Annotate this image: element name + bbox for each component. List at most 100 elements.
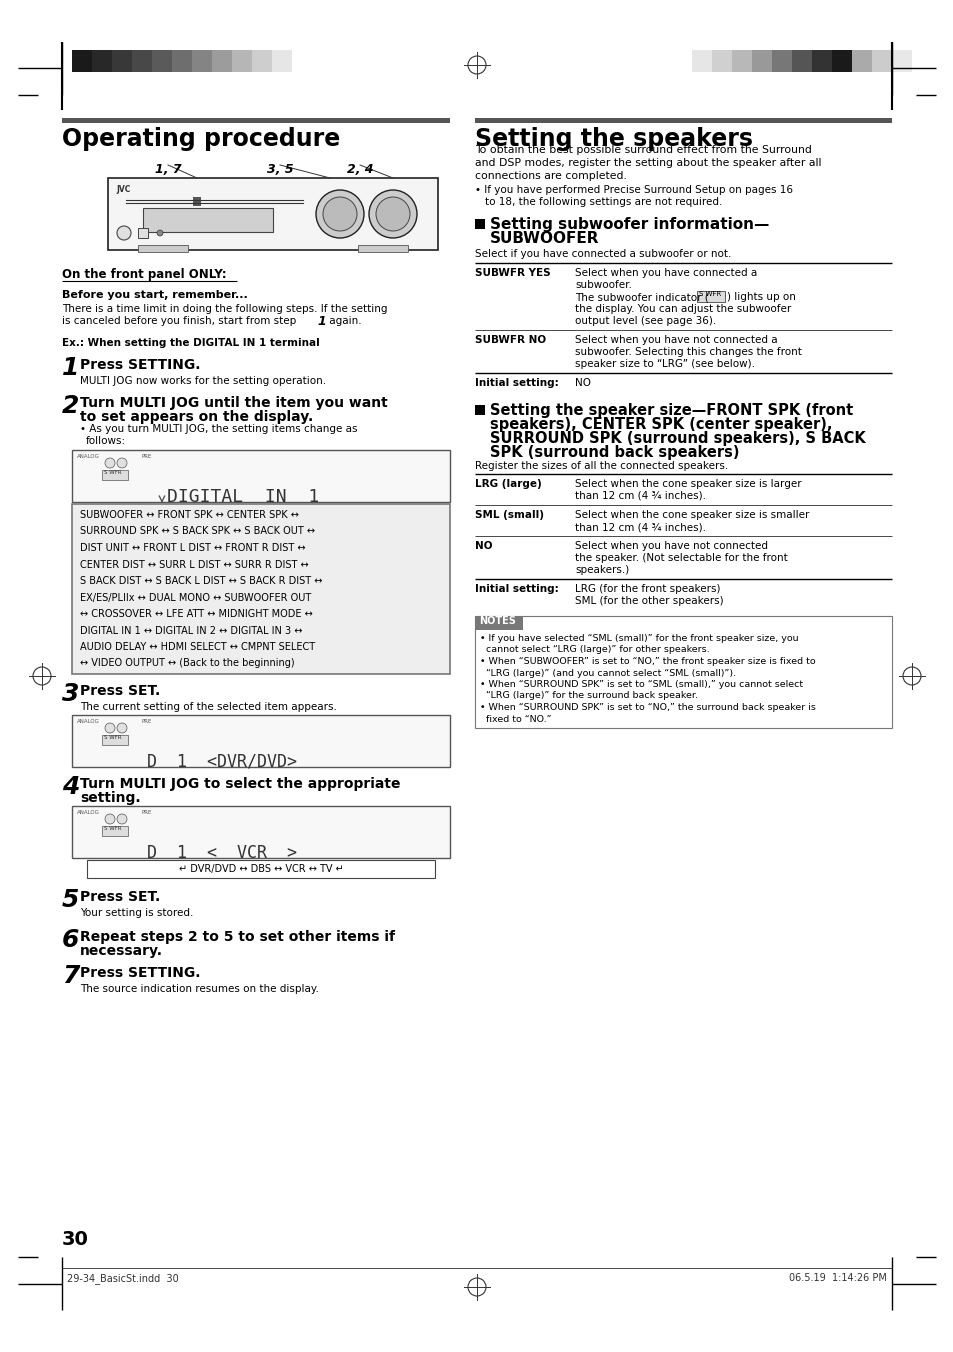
- Text: cannot select “LRG (large)” for other speakers.: cannot select “LRG (large)” for other sp…: [479, 645, 709, 654]
- Text: to 18, the following settings are not required.: to 18, the following settings are not re…: [484, 197, 721, 207]
- Bar: [475, 406, 484, 415]
- Text: Setting subwoofer information—: Setting subwoofer information—: [490, 218, 768, 233]
- Bar: [102, 826, 128, 836]
- Bar: [252, 50, 272, 72]
- Text: Setting the speaker size—FRONT SPK (front: Setting the speaker size—FRONT SPK (fron…: [490, 403, 852, 418]
- Text: EX/ES/PLIIx ↔ DUAL MONO ↔ SUBWOOFER OUT: EX/ES/PLIIx ↔ DUAL MONO ↔ SUBWOOFER OUT: [80, 592, 311, 603]
- Bar: [102, 470, 128, 480]
- Text: 2: 2: [62, 393, 79, 418]
- Text: DIGITAL  IN  1: DIGITAL IN 1: [167, 488, 319, 506]
- Circle shape: [117, 723, 127, 733]
- Bar: [751, 50, 771, 72]
- Circle shape: [105, 814, 115, 823]
- Text: Ex.: When setting the DIGITAL IN 1 terminal: Ex.: When setting the DIGITAL IN 1 termi…: [62, 338, 319, 347]
- Bar: [851, 50, 871, 72]
- Text: • When “SURROUND SPK” is set to “SML (small),” you cannot select: • When “SURROUND SPK” is set to “SML (sm…: [479, 680, 802, 690]
- Bar: [192, 50, 212, 72]
- Text: Initial setting:: Initial setting:: [475, 379, 558, 388]
- Bar: [138, 228, 148, 238]
- Text: necessary.: necessary.: [80, 944, 163, 959]
- Text: NO: NO: [475, 541, 492, 552]
- Text: D  1  <  VCR  >: D 1 < VCR >: [147, 844, 296, 863]
- Text: • If you have selected “SML (small)” for the front speaker size, you: • If you have selected “SML (small)” for…: [479, 634, 798, 644]
- Bar: [891, 50, 911, 72]
- Text: DIGITAL IN 1 ↔ DIGITAL IN 2 ↔ DIGITAL IN 3 ↔: DIGITAL IN 1 ↔ DIGITAL IN 2 ↔ DIGITAL IN…: [80, 626, 302, 635]
- Text: PRE: PRE: [142, 719, 152, 725]
- Bar: [212, 50, 232, 72]
- Text: LRG (large): LRG (large): [475, 479, 541, 489]
- Text: Select when the cone speaker size is larger: Select when the cone speaker size is lar…: [575, 479, 801, 489]
- Bar: [697, 291, 724, 301]
- Text: subwoofer.: subwoofer.: [575, 280, 631, 289]
- Text: There is a time limit in doing the following steps. If the setting: There is a time limit in doing the follo…: [62, 304, 387, 314]
- Bar: [152, 50, 172, 72]
- Text: 3: 3: [62, 681, 79, 706]
- Circle shape: [315, 191, 364, 238]
- Text: To obtain the best possible surround effect from the Surround: To obtain the best possible surround eff…: [475, 145, 811, 155]
- Text: subwoofer. Selecting this changes the front: subwoofer. Selecting this changes the fr…: [575, 347, 801, 357]
- Text: 2, 4: 2, 4: [346, 164, 373, 176]
- Bar: [357, 245, 408, 251]
- Text: MULTI JOG now works for the setting operation.: MULTI JOG now works for the setting oper…: [80, 376, 326, 387]
- Text: S BACK DIST ↔ S BACK L DIST ↔ S BACK R DIST ↔: S BACK DIST ↔ S BACK L DIST ↔ S BACK R D…: [80, 576, 322, 585]
- Circle shape: [375, 197, 410, 231]
- Bar: [475, 617, 891, 727]
- Bar: [811, 50, 831, 72]
- Text: • When “SUBWOOFER” is set to “NO,” the front speaker size is fixed to: • When “SUBWOOFER” is set to “NO,” the f…: [479, 657, 815, 667]
- Text: • When “SURROUND SPK” is set to “NO,” the surround back speaker is: • When “SURROUND SPK” is set to “NO,” th…: [479, 703, 815, 713]
- Text: SUBWOOFER: SUBWOOFER: [490, 231, 598, 246]
- Text: • If you have performed Precise Surround Setup on pages 16: • If you have performed Precise Surround…: [475, 185, 792, 195]
- Text: The source indication resumes on the display.: The source indication resumes on the dis…: [80, 984, 318, 994]
- Bar: [475, 617, 522, 630]
- Bar: [711, 50, 731, 72]
- Text: SML (for the other speakers): SML (for the other speakers): [575, 596, 723, 606]
- Text: 1, 7: 1, 7: [154, 164, 181, 176]
- Bar: [71, 715, 450, 767]
- Text: Press SET.: Press SET.: [80, 890, 160, 904]
- Text: SML (small): SML (small): [475, 510, 543, 521]
- Text: Select when you have not connected a: Select when you have not connected a: [575, 335, 777, 345]
- Bar: [108, 178, 437, 250]
- Text: is canceled before you finish, start from step: is canceled before you finish, start fro…: [62, 316, 299, 326]
- Bar: [71, 450, 450, 502]
- Text: ↔ CROSSOVER ↔ LFE ATT ↔ MIDNIGHT MODE ↔: ↔ CROSSOVER ↔ LFE ATT ↔ MIDNIGHT MODE ↔: [80, 608, 313, 619]
- Text: Select when you have not connected: Select when you have not connected: [575, 541, 767, 552]
- Circle shape: [117, 226, 131, 241]
- Text: than 12 cm (4 ¾ inches).: than 12 cm (4 ¾ inches).: [575, 522, 705, 531]
- Text: Press SET.: Press SET.: [80, 684, 160, 698]
- Bar: [172, 50, 192, 72]
- Text: ) lights up on: ) lights up on: [726, 292, 795, 301]
- Text: speakers), CENTER SPK (center speaker),: speakers), CENTER SPK (center speaker),: [490, 416, 832, 433]
- Text: The subwoofer indicator (: The subwoofer indicator (: [575, 292, 708, 301]
- Text: Turn MULTI JOG until the item you want: Turn MULTI JOG until the item you want: [80, 396, 387, 410]
- Text: Operating procedure: Operating procedure: [62, 127, 340, 151]
- Bar: [691, 50, 711, 72]
- Text: Select when you have connected a: Select when you have connected a: [575, 268, 757, 279]
- Text: and DSP modes, register the setting about the speaker after all: and DSP modes, register the setting abou…: [475, 158, 821, 168]
- Bar: [143, 208, 273, 233]
- Text: SURROUND SPK ↔ S BACK SPK ↔ S BACK OUT ↔: SURROUND SPK ↔ S BACK SPK ↔ S BACK OUT ↔: [80, 526, 314, 537]
- Bar: [232, 50, 252, 72]
- Text: ANALOG: ANALOG: [77, 719, 100, 725]
- Text: SUBWOOFER ↔ FRONT SPK ↔ CENTER SPK ↔: SUBWOOFER ↔ FRONT SPK ↔ CENTER SPK ↔: [80, 510, 298, 521]
- Bar: [791, 50, 811, 72]
- Bar: [475, 219, 484, 228]
- Text: On the front panel ONLY:: On the front panel ONLY:: [62, 268, 227, 281]
- Text: speakers.): speakers.): [575, 565, 629, 575]
- Text: Turn MULTI JOG to select the appropriate: Turn MULTI JOG to select the appropriate: [80, 777, 400, 791]
- Text: SUBWFR YES: SUBWFR YES: [475, 268, 550, 279]
- Bar: [871, 50, 891, 72]
- Text: • As you turn MULTI JOG, the setting items change as: • As you turn MULTI JOG, the setting ite…: [80, 425, 357, 434]
- Bar: [87, 860, 435, 877]
- Text: than 12 cm (4 ¾ inches).: than 12 cm (4 ¾ inches).: [575, 491, 705, 502]
- Text: Initial setting:: Initial setting:: [475, 584, 558, 594]
- Bar: [132, 50, 152, 72]
- Text: fixed to “NO.”: fixed to “NO.”: [479, 714, 551, 723]
- Bar: [771, 50, 791, 72]
- Text: 06.5.19  1:14:26 PM: 06.5.19 1:14:26 PM: [788, 1274, 886, 1283]
- Text: the display. You can adjust the subwoofer: the display. You can adjust the subwoofe…: [575, 304, 790, 314]
- Text: S WFR: S WFR: [699, 291, 720, 297]
- Text: 5: 5: [62, 888, 79, 913]
- Bar: [62, 118, 450, 123]
- Text: 1: 1: [316, 315, 325, 329]
